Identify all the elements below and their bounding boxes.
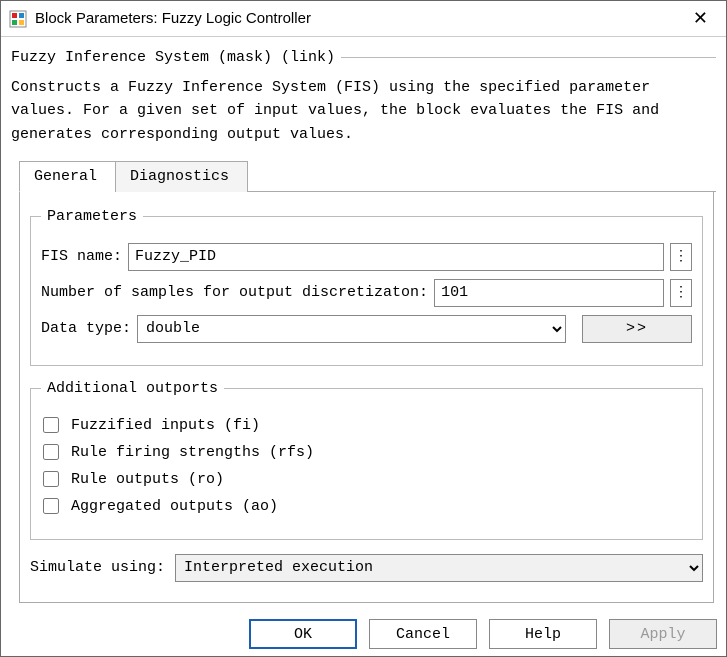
dialog-content: Fuzzy Inference System (mask) (link) Con…	[1, 37, 726, 603]
fis-name-label: FIS name:	[41, 248, 122, 265]
outport-fi-row: Fuzzified inputs (fi)	[41, 417, 692, 434]
data-type-select[interactable]: double	[137, 315, 566, 343]
outport-fi-label: Fuzzified inputs (fi)	[71, 417, 260, 434]
parameters-legend: Parameters	[41, 208, 143, 225]
mask-description: Constructs a Fuzzy Inference System (FIS…	[11, 76, 716, 146]
help-button[interactable]: Help	[489, 619, 597, 649]
num-samples-input[interactable]	[434, 279, 664, 307]
mask-header: Fuzzy Inference System (mask) (link)	[11, 49, 716, 66]
vertical-dots-icon: ⋮	[674, 250, 688, 264]
simulate-select[interactable]: Interpreted execution	[175, 554, 703, 582]
tab-strip: General Diagnostics	[19, 160, 716, 192]
title-bar: Block Parameters: Fuzzy Logic Controller…	[1, 1, 726, 37]
num-samples-label: Number of samples for output discretizat…	[41, 284, 428, 301]
num-samples-more-button[interactable]: ⋮	[670, 279, 692, 307]
fis-name-more-button[interactable]: ⋮	[670, 243, 692, 271]
simulate-row: Simulate using: Interpreted execution	[30, 554, 703, 582]
outports-group: Additional outports Fuzzified inputs (fi…	[30, 380, 703, 540]
outports-legend: Additional outports	[41, 380, 224, 397]
tab-general[interactable]: General	[19, 161, 116, 192]
ok-button[interactable]: OK	[249, 619, 357, 649]
outport-ro-row: Rule outputs (ro)	[41, 471, 692, 488]
outport-ao-row: Aggregated outputs (ao)	[41, 498, 692, 515]
num-samples-row: Number of samples for output discretizat…	[41, 279, 692, 307]
outport-rfs-checkbox[interactable]	[43, 444, 59, 460]
simulate-label: Simulate using:	[30, 559, 165, 576]
outport-rfs-label: Rule firing strengths (rfs)	[71, 444, 314, 461]
outport-rfs-row: Rule firing strengths (rfs)	[41, 444, 692, 461]
outport-fi-checkbox[interactable]	[43, 417, 59, 433]
fis-name-input[interactable]	[128, 243, 664, 271]
data-type-expand-button[interactable]: >>	[582, 315, 692, 343]
tab-panel-general: Parameters FIS name: ⋮ Number of samples…	[19, 192, 714, 603]
outport-ao-label: Aggregated outputs (ao)	[71, 498, 278, 515]
cancel-button[interactable]: Cancel	[369, 619, 477, 649]
vertical-dots-icon: ⋮	[674, 286, 688, 300]
outport-ro-checkbox[interactable]	[43, 471, 59, 487]
data-type-label: Data type:	[41, 320, 131, 337]
mask-legend: Fuzzy Inference System (mask) (link)	[11, 49, 341, 66]
outport-ro-label: Rule outputs (ro)	[71, 471, 224, 488]
apply-button[interactable]: Apply	[609, 619, 717, 649]
fis-name-row: FIS name: ⋮	[41, 243, 692, 271]
parameters-group: Parameters FIS name: ⋮ Number of samples…	[30, 208, 703, 366]
button-bar: OK Cancel Help Apply	[249, 619, 717, 649]
tab-diagnostics[interactable]: Diagnostics	[115, 161, 248, 192]
close-icon[interactable]: ✕	[683, 8, 718, 29]
outport-ao-checkbox[interactable]	[43, 498, 59, 514]
data-type-row: Data type: double >>	[41, 315, 692, 343]
window-title: Block Parameters: Fuzzy Logic Controller	[35, 10, 683, 27]
app-icon	[9, 10, 27, 28]
